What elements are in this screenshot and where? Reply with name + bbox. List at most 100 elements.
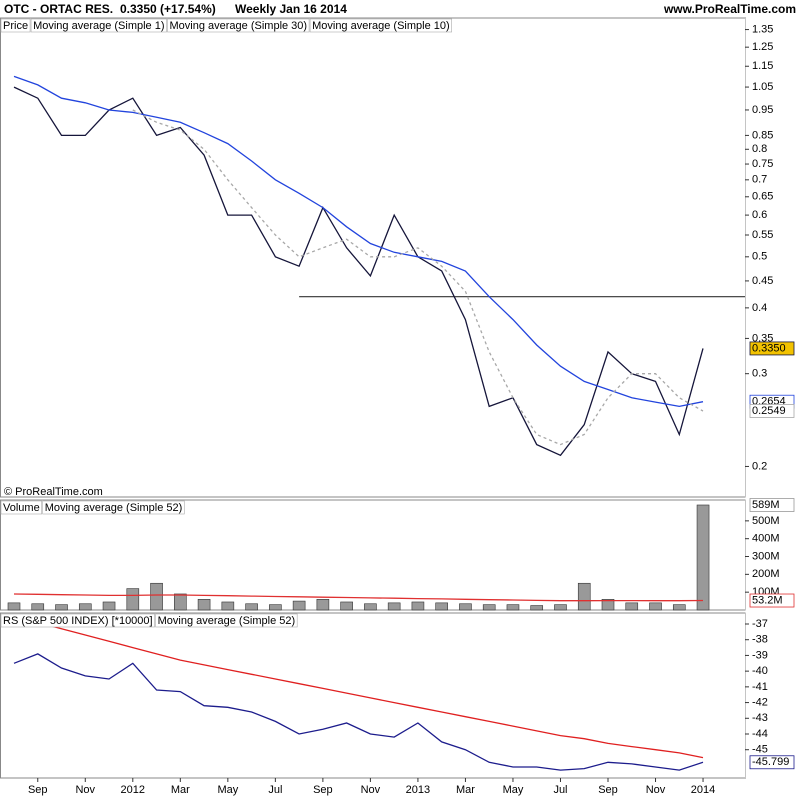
volume-bar [506,604,520,611]
legend-box [155,613,298,628]
series-line [132,109,704,446]
volume-bar [435,602,448,611]
volume-bar [649,602,662,611]
value-label-box [749,498,795,512]
y-tick-label: -44 [752,728,768,740]
x-tick-label: 2013 [406,784,430,796]
volume-bar [411,601,425,611]
series-line [13,75,704,408]
y-tick-label: 200M [752,568,780,580]
panel-frame [0,612,746,779]
y-tick-label: -40 [752,665,768,677]
x-tick-label: Mar [171,784,190,796]
x-tick-label: Nov [646,784,666,796]
y-tick-label: -42 [752,696,768,708]
y-tick-label: -41 [752,681,768,693]
volume-bar [577,582,591,611]
volume-bar [459,603,472,611]
y-tick-label: 0.2 [752,460,767,472]
value-label-box [749,341,795,356]
x-tick-label: Nov [75,784,95,796]
y-tick-label: -45 [752,744,768,756]
y-tick-label: 0.3 [752,368,767,380]
y-tick-label: 0.65 [752,191,773,203]
y-tick-label: 0.35 [752,332,773,344]
chart-period: Weekly Jan 16 2014 [235,2,347,16]
volume-bar [245,603,258,611]
volume-bar [387,602,401,611]
y-tick-label: 0.8 [752,143,767,155]
x-tick-label: Sep [313,784,333,796]
volume-bar [174,593,187,611]
series-line [13,615,704,759]
legend-label: Moving average (Simple 10) [312,20,450,32]
y-tick-label: 500M [752,515,780,527]
legend-box [0,500,43,515]
x-tick-label: Jul [268,784,282,796]
volume-bar [482,604,496,611]
value-label-box [749,755,795,770]
x-tick-label: 2012 [121,784,145,796]
volume-bar [530,605,544,611]
y-tick-label: -43 [752,712,768,724]
legend-box [42,500,185,515]
chart-title: OTC - ORTAC RES. [4,2,113,16]
volume-bar [31,603,45,611]
y-tick-label: 0.85 [752,129,773,141]
y-tick-label: 300M [752,550,780,562]
y-tick-label: -39 [752,649,768,661]
y-tick-label: -38 [752,634,768,646]
panel-frame [0,17,746,498]
chart-subtitle: 0.3350 (+17.54%) [120,2,216,16]
x-tick-label: Nov [361,784,381,796]
volume-bar [78,603,92,611]
x-tick-label: May [503,784,524,796]
chart-source: www.ProRealTime.com [663,2,796,16]
x-tick-label: May [217,784,238,796]
volume-bar [150,582,163,611]
watermark: © ProRealTime.com [4,486,103,498]
value-label: -45.799 [752,756,789,768]
legend-label: Moving average (Simple 52) [158,615,296,627]
legend-box [0,613,155,628]
volume-bar [269,604,282,611]
series-line [13,653,704,771]
y-tick-label: 0.75 [752,158,773,170]
volume-bar [102,601,116,611]
y-tick-label: 1.15 [752,60,773,72]
volume-bar [55,604,68,611]
volume-bar [364,603,377,611]
x-tick-label: Jul [553,784,567,796]
value-label-box [749,404,795,418]
value-label: 0.2549 [752,405,786,417]
legend-label: Volume [3,502,40,514]
y-tick-label: 0.6 [752,209,767,221]
y-tick-label: 0.55 [752,229,773,241]
volume-bar [316,599,330,611]
legend-label: Moving average (Simple 1) [33,20,164,32]
volume-bar [7,602,21,611]
y-tick-label: 1.25 [752,41,773,53]
legend-label: RS (S&P 500 INDEX) [*10000] [3,615,153,627]
legend-box [309,18,452,33]
legend-box [0,18,31,33]
legend-label: Moving average (Simple 30) [170,20,308,32]
value-label-box [749,593,795,608]
x-tick-label: Sep [28,784,48,796]
y-tick-label: 1.35 [752,23,773,35]
volume-bar [292,600,306,611]
x-tick-label: Mar [456,784,475,796]
x-tick-label: Sep [598,784,618,796]
volume-bar [197,599,211,611]
y-tick-label: 0.4 [752,302,767,314]
legend-label: Moving average (Simple 52) [45,502,183,514]
volume-bar [126,588,140,611]
y-tick-label: 0.95 [752,104,773,116]
value-label: 0.3350 [752,342,786,354]
volume-bar [221,601,235,611]
value-label: 53.2M [752,594,783,606]
series-line [13,86,704,457]
y-tick-label: 0.7 [752,174,767,186]
legend-box [30,18,167,33]
